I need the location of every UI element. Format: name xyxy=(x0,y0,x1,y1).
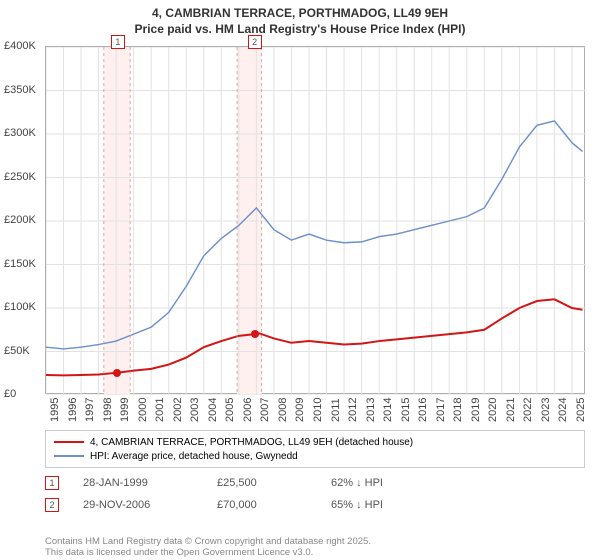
sale-date: 29-NOV-2006 xyxy=(83,499,193,511)
sale-price: £25,500 xyxy=(217,477,307,489)
sale-row-marker: 2 xyxy=(45,498,59,512)
sale-marker-box: 2 xyxy=(248,35,262,49)
sale-data-row: 1 28-JAN-1999 £25,500 62% ↓ HPI xyxy=(45,476,585,490)
legend-item: 4, CAMBRIAN TERRACE, PORTHMADOG, LL49 9E… xyxy=(54,435,576,449)
y-axis-label: £0 xyxy=(4,388,16,400)
attribution-line-2: This data is licensed under the Open Gov… xyxy=(45,547,371,558)
title-line-2: Price paid vs. HM Land Registry's House … xyxy=(0,22,600,38)
attribution-line-1: Contains HM Land Registry data © Crown c… xyxy=(45,536,371,547)
chart-svg xyxy=(46,47,586,395)
y-axis-label: £50K xyxy=(4,345,30,357)
y-axis-label: £100K xyxy=(4,301,36,313)
chart-legend: 4, CAMBRIAN TERRACE, PORTHMADOG, LL49 9E… xyxy=(45,430,585,468)
y-axis-label: £150K xyxy=(4,258,36,270)
sale-delta: 65% ↓ HPI xyxy=(331,499,383,511)
y-axis-label: £350K xyxy=(4,84,36,96)
legend-item: HPI: Average price, detached house, Gwyn… xyxy=(54,449,576,463)
attribution-text: Contains HM Land Registry data © Crown c… xyxy=(45,536,371,559)
chart-plot-area: 12 xyxy=(45,46,585,394)
x-axis-label: 2025 xyxy=(575,398,600,422)
sale-delta: 62% ↓ HPI xyxy=(331,477,383,489)
y-axis-label: £400K xyxy=(4,40,36,52)
sale-point xyxy=(251,330,259,338)
y-axis-label: £250K xyxy=(4,171,36,183)
chart-title: 4, CAMBRIAN TERRACE, PORTHMADOG, LL49 9E… xyxy=(0,0,600,41)
y-axis-label: £300K xyxy=(4,127,36,139)
sale-data-row: 2 29-NOV-2006 £70,000 65% ↓ HPI xyxy=(45,498,585,512)
legend-label: 4, CAMBRIAN TERRACE, PORTHMADOG, LL49 9E… xyxy=(90,437,413,448)
title-line-1: 4, CAMBRIAN TERRACE, PORTHMADOG, LL49 9E… xyxy=(0,6,600,22)
sale-marker-box: 1 xyxy=(111,35,125,49)
sale-price: £70,000 xyxy=(217,499,307,511)
legend-swatch xyxy=(54,455,84,456)
legend-swatch xyxy=(54,441,84,443)
sale-point xyxy=(113,369,121,377)
sale-row-marker: 1 xyxy=(45,476,59,490)
y-axis-label: £200K xyxy=(4,214,36,226)
legend-label: HPI: Average price, detached house, Gwyn… xyxy=(90,451,298,462)
sale-date: 28-JAN-1999 xyxy=(83,477,193,489)
